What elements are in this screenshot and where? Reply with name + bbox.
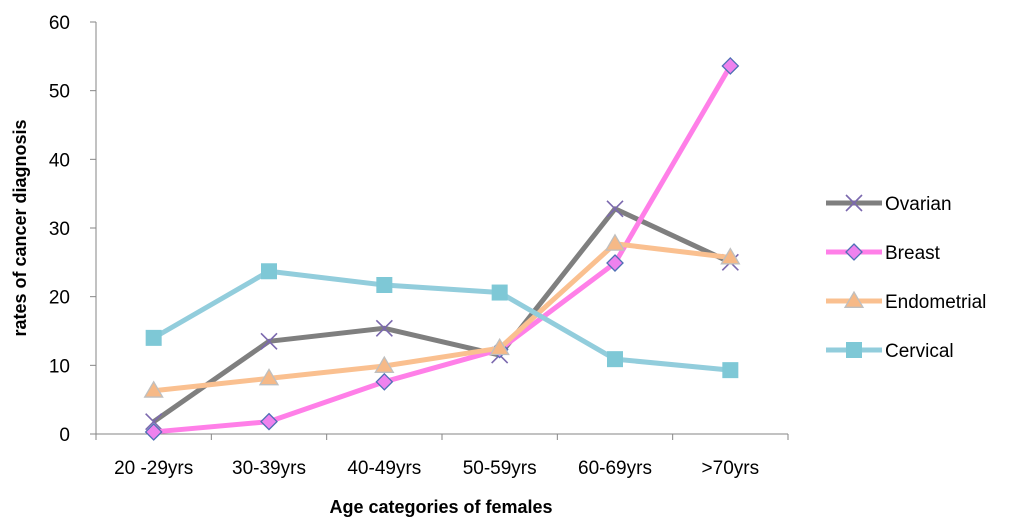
- series-line: [152, 268, 731, 373]
- x-tick-label: 20 -29yrs: [114, 458, 193, 479]
- x-tick-label: >70yrs: [702, 458, 760, 479]
- x-marker: [606, 200, 624, 218]
- series-line: [152, 206, 732, 424]
- square-marker: [607, 351, 623, 368]
- y-tick-label: 50: [49, 82, 70, 103]
- legend-label: Breast: [885, 243, 941, 264]
- triangle-marker: [258, 368, 280, 386]
- x-tick-label: 60-69yrs: [578, 458, 652, 479]
- square-marker: [376, 276, 393, 293]
- diamond-marker: [144, 423, 163, 441]
- diamond-marker: [375, 372, 394, 391]
- series-line: [153, 241, 731, 394]
- y-tick-label: 20: [49, 288, 70, 309]
- series-ovarian: [145, 200, 739, 431]
- series-endometrial: [143, 233, 741, 398]
- y-tick-label: 40: [49, 150, 70, 171]
- y-tick-label: 0: [59, 425, 70, 446]
- legend-item-endometrial: Endometrial: [826, 290, 986, 313]
- diamond-marker: [606, 254, 624, 272]
- legend-item-cervical: Cervical: [826, 341, 954, 362]
- y-axis: 0 10 20 30 40 50 60: [49, 13, 97, 446]
- x-marker: [845, 194, 863, 212]
- legend-label: Endometrial: [885, 292, 986, 313]
- x-marker: [145, 413, 163, 431]
- diamond-marker: [260, 412, 278, 431]
- triangle-marker: [489, 337, 510, 356]
- x-marker: [375, 319, 393, 337]
- triangle-marker: [843, 290, 865, 308]
- diamond-marker: [721, 57, 740, 75]
- x-tick-label: 50-59yrs: [463, 458, 537, 479]
- x-tick-label: 40-49yrs: [347, 458, 421, 479]
- legend-item-breast: Breast: [826, 243, 941, 264]
- legend-item-ovarian: Ovarian: [826, 194, 952, 215]
- x-tick-label: 30-39yrs: [232, 458, 306, 479]
- triangle-marker: [720, 247, 741, 265]
- series-cervical: [145, 263, 739, 379]
- square-marker: [145, 329, 162, 346]
- y-axis-title: rates of cancer diagnosis: [10, 119, 30, 336]
- square-marker: [722, 362, 739, 379]
- x-axis: 20 -29yrs 30-39yrs 40-49yrs 50-59yrs 60-69yr…: [95, 433, 789, 479]
- diamond-marker: [845, 243, 863, 261]
- legend-label: Ovarian: [885, 194, 952, 215]
- triangle-marker: [604, 233, 626, 251]
- x-marker: [260, 332, 278, 350]
- legend-label: Cervical: [885, 341, 954, 362]
- x-axis-title: Age categories of females: [329, 497, 552, 517]
- square-marker: [846, 342, 862, 358]
- y-tick-label: 30: [49, 219, 70, 240]
- square-marker: [261, 263, 277, 280]
- series-line: [153, 64, 733, 435]
- triangle-marker: [143, 380, 164, 398]
- triangle-marker: [374, 355, 395, 373]
- square-marker: [491, 284, 508, 301]
- legend: Ovarian Breast Endometrial Cervical: [826, 194, 986, 362]
- series-layer: [143, 57, 741, 441]
- y-tick-label: 60: [49, 13, 70, 34]
- y-tick-label: 10: [49, 356, 70, 377]
